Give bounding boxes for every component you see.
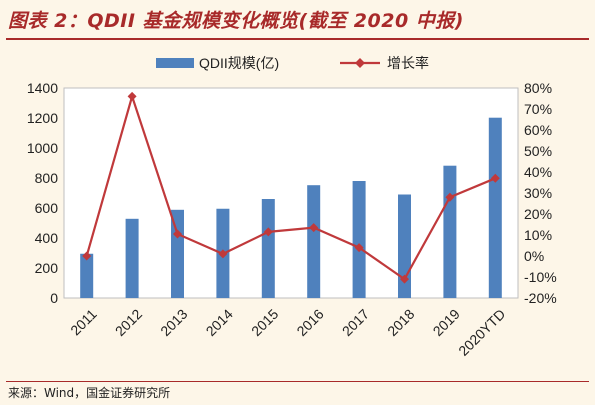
marker-2018 bbox=[400, 274, 409, 284]
growth-rate-line bbox=[85, 92, 496, 281]
left-tick-label: 800 bbox=[35, 170, 59, 186]
plot-area bbox=[63, 87, 519, 299]
right-tick-label: -20% bbox=[524, 290, 557, 306]
left-tick-label: 400 bbox=[35, 230, 59, 246]
right-tick-label: 40% bbox=[524, 164, 552, 180]
left-tick-label: 1200 bbox=[27, 110, 58, 126]
growth-rate-markers bbox=[82, 91, 500, 284]
left-tick-label: 1400 bbox=[27, 80, 58, 96]
marker-2017 bbox=[354, 243, 364, 253]
x-tick-label: 2017 bbox=[339, 306, 372, 339]
title-rule bbox=[6, 38, 589, 40]
x-tick-label: 2020YTD bbox=[455, 306, 508, 359]
bar-2019 bbox=[443, 165, 457, 298]
source-note: 来源：Wind，国金证券研究所 bbox=[8, 386, 171, 400]
x-axis-labels: 2011 2012 2013 2014 2015 2016 2017 2018 20192020… bbox=[67, 306, 508, 359]
bar-2013 bbox=[171, 209, 184, 298]
left-tick-label: 1000 bbox=[27, 140, 58, 156]
x-tick-label: 2014 bbox=[203, 306, 236, 339]
right-axis-ticks: -20% -10% 0% 10% 20% 30% 40% 50% 60% 70% 80% bbox=[524, 80, 557, 306]
marker-2013 bbox=[173, 229, 182, 239]
right-tick-label: 30% bbox=[524, 185, 552, 201]
bar-2016 bbox=[307, 185, 321, 298]
marker-2015 bbox=[263, 227, 273, 237]
bar-series bbox=[80, 117, 502, 298]
marker-2019 bbox=[445, 192, 455, 202]
x-tick-label: 2013 bbox=[157, 306, 190, 339]
marker-2014 bbox=[218, 249, 228, 259]
legend-line-label: 增长率 bbox=[387, 55, 429, 71]
legend-line-marker bbox=[355, 58, 365, 68]
left-tick-label: 200 bbox=[35, 260, 59, 276]
right-tick-label: 20% bbox=[524, 206, 552, 222]
legend-bar-swatch bbox=[156, 58, 194, 68]
marker-2016 bbox=[309, 223, 319, 233]
x-tick-label: 2012 bbox=[112, 306, 145, 339]
source-rule bbox=[6, 381, 589, 382]
left-axis-ticks: 0 200 400 600 800 1000 1200 1400 bbox=[27, 80, 58, 306]
chart: 0 200 400 600 800 1000 1200 1400 -20% -10% 0% 10% 2… bbox=[27, 55, 557, 359]
legend-bar-label: QDII规模(亿) bbox=[199, 55, 279, 71]
right-tick-label: 10% bbox=[524, 227, 552, 243]
x-tick-label: 2019 bbox=[430, 306, 463, 339]
legend: QDII规模(亿) 增长率 bbox=[156, 55, 429, 71]
left-tick-label: 600 bbox=[35, 200, 59, 216]
bar-2017 bbox=[352, 181, 366, 298]
bar-2012 bbox=[125, 218, 139, 298]
marker-2011 bbox=[82, 251, 92, 261]
right-tick-label: 70% bbox=[524, 101, 552, 117]
x-tick-label: 2011 bbox=[67, 306, 100, 339]
right-tick-label: 60% bbox=[524, 122, 552, 138]
bar-2020YTD bbox=[488, 117, 502, 298]
x-tick-label: 2016 bbox=[293, 306, 326, 339]
x-tick-label: 2018 bbox=[384, 306, 417, 339]
right-tick-label: -10% bbox=[524, 269, 557, 285]
left-tick-label: 0 bbox=[50, 290, 58, 306]
bar-2011 bbox=[80, 253, 94, 298]
right-tick-label: 0% bbox=[524, 248, 544, 264]
figure-title: 图表 2：QDII 基金规模变化概览(截至 2020 中报) bbox=[8, 10, 464, 32]
right-tick-label: 50% bbox=[524, 143, 552, 159]
bar-2015 bbox=[261, 199, 275, 298]
x-tick-label: 2015 bbox=[248, 306, 281, 339]
marker-2012 bbox=[127, 91, 137, 101]
marker-2020YTD bbox=[490, 173, 500, 183]
right-tick-label: 80% bbox=[524, 80, 552, 96]
